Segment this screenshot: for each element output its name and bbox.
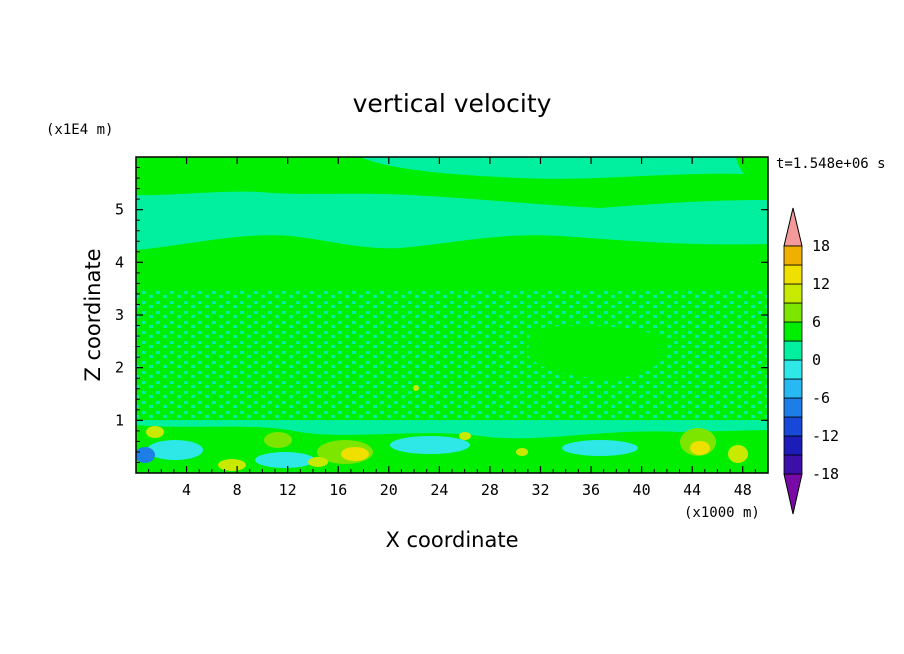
x-tick-label: 48 <box>734 481 752 499</box>
x-tick-label: 24 <box>430 481 448 499</box>
field-blue-patch <box>136 447 155 463</box>
colorbar-tick-label: 0 <box>812 351 821 369</box>
field-yellow-patch <box>264 432 292 448</box>
y-tick-label: 3 <box>115 306 124 324</box>
field-cyan-patch <box>390 436 470 454</box>
x-tick-label: 4 <box>182 481 191 499</box>
field-cyan-patch <box>147 440 203 460</box>
y-tick-label: 1 <box>115 411 124 429</box>
chart-title: vertical velocity <box>353 89 552 118</box>
x-tick-label: 36 <box>582 481 600 499</box>
x-tick-label: 32 <box>531 481 549 499</box>
field-corner-green <box>736 157 768 188</box>
colorbar-lower-arrow <box>783 473 803 515</box>
colorbar-upper-arrow <box>783 207 803 247</box>
field-yellow-patch <box>516 448 528 456</box>
colorbar-tick-label: -18 <box>812 465 839 483</box>
colorbar-tick-label: -6 <box>812 389 830 407</box>
colorbar-tick-label: 6 <box>812 313 821 331</box>
colorbar-box <box>783 397 803 418</box>
field-cyan-patch <box>255 452 315 468</box>
x-tick-label: 20 <box>380 481 398 499</box>
x-axis: 4 8 12 16 20 24 28 32 36 40 44 48 <box>148 157 756 499</box>
field-mid-green <box>136 235 768 290</box>
colorbar-tick-label: 18 <box>812 237 830 255</box>
field-yellow-patch <box>146 426 164 438</box>
field-yellow-patch <box>308 457 328 467</box>
colorbar-box <box>783 245 803 266</box>
y-tick-label: 4 <box>115 253 124 271</box>
x-tick-label: 8 <box>233 481 242 499</box>
field-yellow-patch <box>218 459 246 471</box>
time-label: t=1.548e+06 s <box>776 156 886 172</box>
colorbar-box <box>783 359 803 380</box>
colorbar-tick-label: 12 <box>812 275 830 293</box>
y-unit-label: (x1E4 m) <box>46 122 113 138</box>
y-axis: 1 2 3 4 5 <box>115 167 768 463</box>
y-axis-label: Z coordinate <box>81 248 105 381</box>
colorbar-box <box>783 283 803 304</box>
x-tick-label: 12 <box>279 481 297 499</box>
x-tick-label: 16 <box>329 481 347 499</box>
colorbar-tick-label: -12 <box>812 427 839 445</box>
y-tick-label: 5 <box>115 201 124 219</box>
colorbar-box <box>783 435 803 456</box>
colorbar-box <box>783 378 803 399</box>
field-yellow-patch <box>459 432 471 440</box>
field-yellow-patch <box>413 385 419 391</box>
colorbar-box <box>783 416 803 437</box>
x-tick-label: 40 <box>633 481 651 499</box>
field-cyan-patch <box>562 440 638 456</box>
field-yellow-patch <box>690 441 710 455</box>
x-tick-label: 28 <box>481 481 499 499</box>
field-upper-green <box>136 157 768 208</box>
colorbar-box <box>783 321 803 342</box>
field-green-patch <box>528 325 668 379</box>
x-axis-label: X coordinate <box>385 528 518 552</box>
field-yellow-patch <box>728 445 748 463</box>
velocity-field <box>136 157 768 473</box>
colorbar-box <box>783 340 803 361</box>
x-tick-label: 44 <box>683 481 701 499</box>
colorbar-box <box>783 264 803 285</box>
field-yellow-patch <box>341 447 369 461</box>
colorbar-box <box>783 302 803 323</box>
y-tick-label: 2 <box>115 359 124 377</box>
x-unit-label: (x1000 m) <box>684 505 760 521</box>
field-speckle-band <box>136 290 768 420</box>
colorbar: 18 12 6 0 -6 -12 -18 <box>783 207 839 515</box>
colorbar-box <box>783 454 803 475</box>
